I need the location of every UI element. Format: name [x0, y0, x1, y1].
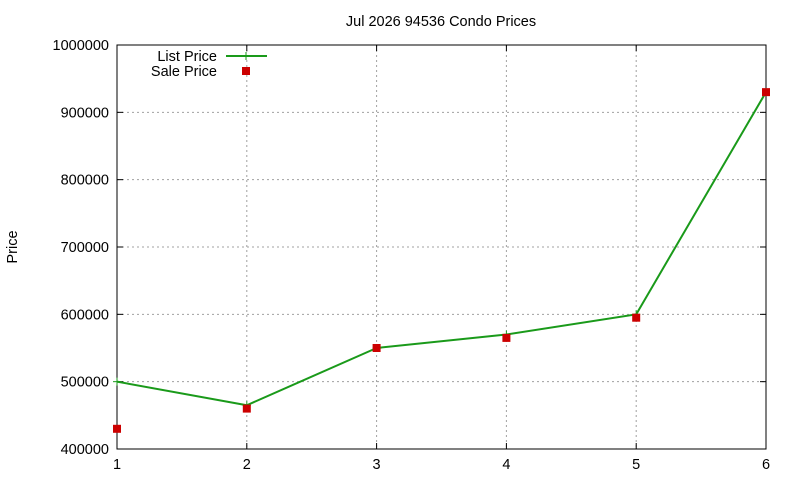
- x-tick-labels: 1 2 3 4 5 6: [113, 457, 770, 473]
- y-tick-label: 600000: [61, 307, 109, 323]
- legend-label-list-price: List Price: [157, 49, 217, 65]
- chart-title: Jul 2026 94536 Condo Prices: [346, 14, 536, 30]
- legend-sample-sale-price: [242, 67, 250, 75]
- y-axis-label: Price: [5, 230, 21, 263]
- series-layer: [113, 88, 770, 433]
- list-price-point: [113, 377, 121, 386]
- y-tick-label: 1000000: [53, 38, 109, 54]
- y-tick-label: 500000: [61, 375, 109, 391]
- y-tick-label: 400000: [61, 442, 109, 458]
- legend-label-sale-price: Sale Price: [151, 64, 217, 80]
- sale-price-point: [502, 333, 511, 342]
- x-tick-label: 4: [502, 457, 510, 473]
- y-tick-label: 800000: [61, 173, 109, 189]
- x-tick-label: 5: [632, 457, 640, 473]
- x-tick-label: 2: [243, 457, 251, 473]
- sale-price-point: [762, 88, 770, 97]
- sale-price-point: [242, 404, 251, 413]
- axes-layer: [116, 44, 767, 450]
- y-tick-labels: 400000 500000 600000 700000 800000 900000 1000…: [53, 38, 109, 458]
- x-tick-label: 6: [762, 457, 770, 473]
- sale-price-point: [372, 344, 381, 352]
- y-tick-label: 700000: [61, 240, 109, 256]
- legend: List Price Sale Price: [151, 49, 267, 80]
- x-tick-label: 1: [113, 457, 121, 473]
- sale-price-point: [632, 313, 641, 322]
- y-tick-label: 900000: [61, 105, 109, 121]
- x-tick-label: 3: [373, 457, 381, 473]
- grid-layer: [117, 45, 766, 449]
- list-price-line: [116, 91, 767, 407]
- sale-price-point: [113, 424, 121, 433]
